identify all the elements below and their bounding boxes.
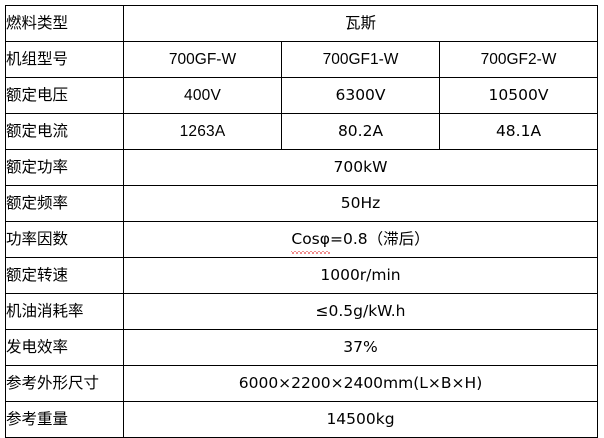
row-label-rated-frequency: 额定频率: [5, 185, 124, 222]
row-value-rated-voltage-a: 400V: [123, 77, 282, 114]
table-body: 燃料类型 瓦斯 机组型号 700GF-W 700GF1-W 700GF2-W 额…: [5, 5, 598, 438]
table-row: 额定电流 1263A 80.2A 48.1A: [5, 113, 598, 150]
row-label-fuel-type: 燃料类型: [5, 5, 124, 42]
row-label-power-factor: 功率因数: [5, 221, 124, 258]
row-value-weight: 14500kg: [123, 401, 598, 438]
table-row: 发电效率 37%: [5, 329, 598, 366]
row-value-dimensions: 6000×2200×2400mm(L×B×H): [123, 365, 598, 402]
table-row: 机组型号 700GF-W 700GF1-W 700GF2-W: [5, 41, 598, 78]
row-value-generation-efficiency: 37%: [123, 329, 598, 366]
row-value-rated-frequency: 50Hz: [123, 185, 598, 222]
table-row: 额定频率 50Hz: [5, 185, 598, 222]
row-value-oil-consumption: ≤0.5g/kW.h: [123, 293, 598, 330]
table-row: 机油消耗率 ≤0.5g/kW.h: [5, 293, 598, 330]
row-label-rated-speed: 额定转速: [5, 257, 124, 294]
row-label-dimensions: 参考外形尺寸: [5, 365, 124, 402]
row-value-rated-current-b: 80.2A: [281, 113, 440, 150]
row-value-unit-model-b: 700GF1-W: [281, 41, 440, 78]
row-label-rated-power: 额定功率: [5, 149, 124, 186]
row-label-rated-voltage: 额定电压: [5, 77, 124, 114]
row-value-unit-model-a: 700GF-W: [123, 41, 282, 78]
table-row: 额定功率 700kW: [5, 149, 598, 186]
row-value-power-factor: Cosφ=0.8（滞后）: [123, 221, 598, 258]
specification-table: 燃料类型 瓦斯 机组型号 700GF-W 700GF1-W 700GF2-W 额…: [5, 5, 598, 438]
generator-spec-sheet: 燃料类型 瓦斯 机组型号 700GF-W 700GF1-W 700GF2-W 额…: [5, 5, 598, 438]
table-row: 额定转速 1000r/min: [5, 257, 598, 294]
row-value-rated-speed: 1000r/min: [123, 257, 598, 294]
row-value-rated-power: 700kW: [123, 149, 598, 186]
row-value-rated-current-c: 48.1A: [439, 113, 598, 150]
table-row: 参考重量 14500kg: [5, 401, 598, 438]
table-row: 参考外形尺寸 6000×2200×2400mm(L×B×H): [5, 365, 598, 402]
row-value-rated-current-a: 1263A: [123, 113, 282, 150]
row-label-oil-consumption: 机油消耗率: [5, 293, 124, 330]
row-value-rated-voltage-c: 10500V: [439, 77, 598, 114]
row-value-rated-voltage-b: 6300V: [281, 77, 440, 114]
spellcheck-flagged-text: Cosφ: [291, 223, 330, 257]
row-label-generation-efficiency: 发电效率: [5, 329, 124, 366]
row-value-unit-model-c: 700GF2-W: [439, 41, 598, 78]
row-label-weight: 参考重量: [5, 401, 124, 438]
table-row: 额定电压 400V 6300V 10500V: [5, 77, 598, 114]
power-factor-remainder: =0.8（滞后）: [329, 230, 430, 248]
table-row: 燃料类型 瓦斯: [5, 5, 598, 42]
row-label-rated-current: 额定电流: [5, 113, 124, 150]
row-label-unit-model: 机组型号: [5, 41, 124, 78]
table-row: 功率因数 Cosφ=0.8（滞后）: [5, 221, 598, 258]
row-value-fuel-type: 瓦斯: [123, 5, 598, 42]
